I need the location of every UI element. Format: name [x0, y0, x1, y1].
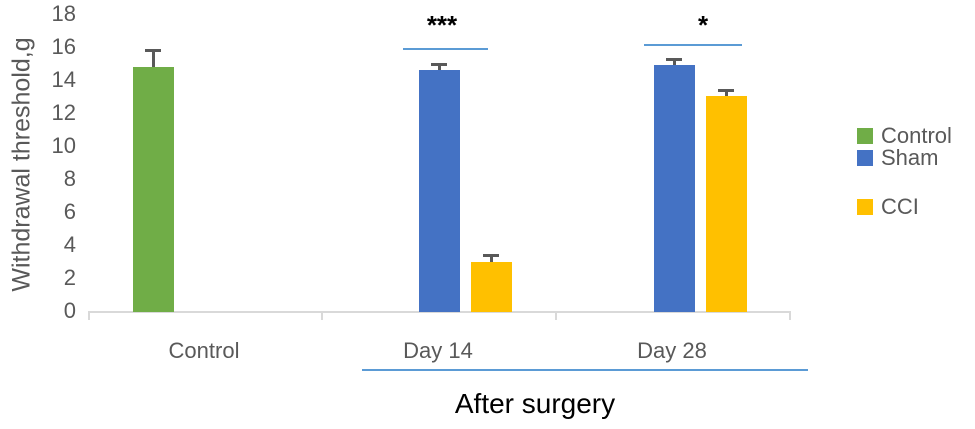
y-tick: 6	[63, 199, 76, 224]
legend-item-cci: CCI	[857, 194, 919, 220]
y-axis-label: Withdrawal threshold,g	[7, 37, 36, 292]
error-bar	[725, 90, 728, 96]
legend-swatch-icon	[857, 128, 873, 144]
bar-day28-cci	[706, 96, 747, 312]
significance-day28: *	[697, 10, 709, 40]
y-tick: 18	[51, 1, 76, 26]
y-tick: 8	[63, 166, 76, 191]
y-tick: 12	[51, 100, 76, 125]
bar-day14-sham	[419, 70, 460, 312]
y-tick: 14	[51, 67, 76, 92]
error-bar	[438, 64, 441, 70]
legend-swatch-icon	[857, 150, 873, 166]
error-bar	[673, 59, 676, 65]
legend-item-sham: Sham	[857, 145, 938, 171]
bar-day28-sham	[654, 65, 695, 312]
x-axis-line	[88, 311, 791, 313]
significance-day14: ***	[426, 10, 458, 40]
legend-label: Sham	[881, 145, 939, 170]
error-bar	[490, 255, 493, 262]
y-tick: 0	[63, 298, 76, 323]
bar-day14-cci	[471, 262, 512, 312]
x-category-label: Day 28	[637, 338, 707, 363]
x-axis-group-label: After surgery	[454, 388, 616, 419]
error-bar	[152, 50, 155, 67]
bar-control-control	[133, 67, 174, 312]
legend-swatch-icon	[857, 199, 873, 215]
group-bracket-line	[362, 369, 808, 371]
error-bar-cap	[666, 58, 682, 61]
error-bar-cap	[483, 254, 499, 257]
error-bar-cap	[431, 63, 447, 66]
significance-line-day28	[644, 44, 742, 46]
x-axis-tick	[789, 311, 791, 320]
error-bar-cap	[145, 49, 161, 52]
legend-label: CCI	[881, 194, 919, 219]
y-tick: 16	[51, 34, 76, 59]
y-tick: 4	[63, 232, 76, 257]
x-axis-tick	[555, 311, 557, 320]
error-bar-cap	[718, 89, 734, 92]
legend-label: Control	[881, 123, 952, 148]
significance-line-day14	[403, 48, 488, 50]
legend-item-control: Control	[857, 123, 952, 149]
x-category-label: Control	[168, 338, 240, 363]
y-tick: 2	[63, 265, 76, 290]
x-axis-tick	[321, 311, 323, 320]
x-category-label: Day 14	[403, 338, 473, 363]
x-axis-tick	[88, 311, 90, 320]
y-tick: 10	[51, 133, 76, 158]
